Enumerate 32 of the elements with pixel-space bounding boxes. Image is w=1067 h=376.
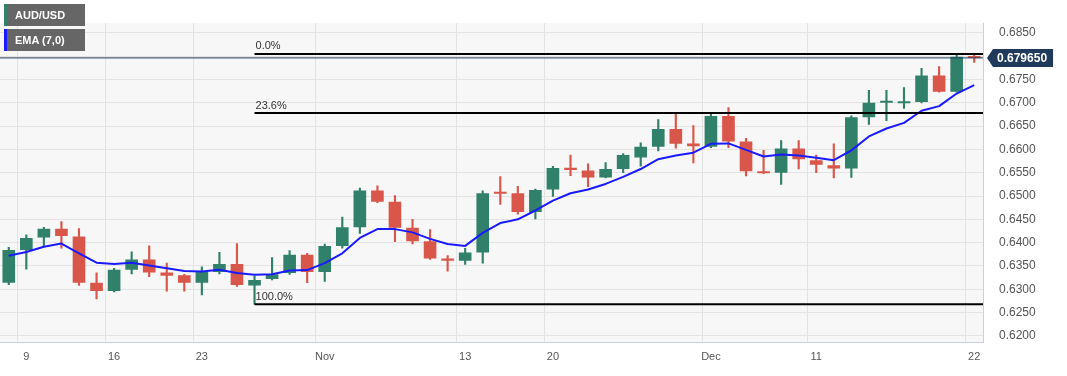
annotation: 23.6%: [255, 98, 287, 111]
y-tick-label: 0.6650: [999, 118, 1037, 133]
candlestick: [90, 272, 103, 300]
x-tick-label: 20: [546, 350, 560, 363]
x-tick-label: 11: [810, 350, 822, 363]
candlestick: [564, 154, 577, 176]
legend-label: AUD/USD: [7, 4, 85, 26]
candlestick: [880, 89, 893, 121]
y-tick-label: 0.6600: [999, 141, 1037, 156]
y-tick-label: 0.6750: [999, 71, 1037, 86]
x-tick-label: 13: [459, 350, 472, 363]
x-tick-label: Dec: [701, 350, 722, 363]
y-tick-label: 0.6200: [999, 328, 1037, 343]
x-tick-label: 23: [195, 350, 208, 363]
y-tick-label: 0.6300: [999, 281, 1037, 296]
y-tick-label: 0.6700: [999, 95, 1037, 110]
x-tick-label: 9: [23, 350, 30, 363]
y-tick-label: 0.6500: [999, 188, 1037, 203]
x-tick-label: 16: [107, 350, 121, 363]
candlestick: [55, 221, 68, 249]
y-tick-label: 0.6250: [999, 304, 1037, 319]
y-tick-label: 0.6450: [999, 211, 1037, 226]
annotation: 100.0%: [255, 289, 294, 302]
y-tick-label: 0.6850: [999, 25, 1037, 40]
x-tick-label: 22: [968, 350, 981, 363]
annotation: 0.0%: [255, 39, 281, 52]
y-tick-label: 0.6550: [999, 165, 1037, 180]
y-tick-label: 0.6400: [999, 234, 1037, 249]
y-tick-label: 0.6350: [999, 258, 1037, 273]
legend-label: EMA (7,0): [7, 29, 85, 51]
x-tick-label: Nov: [314, 350, 336, 363]
ref-line-label: 0.679650: [997, 51, 1048, 66]
